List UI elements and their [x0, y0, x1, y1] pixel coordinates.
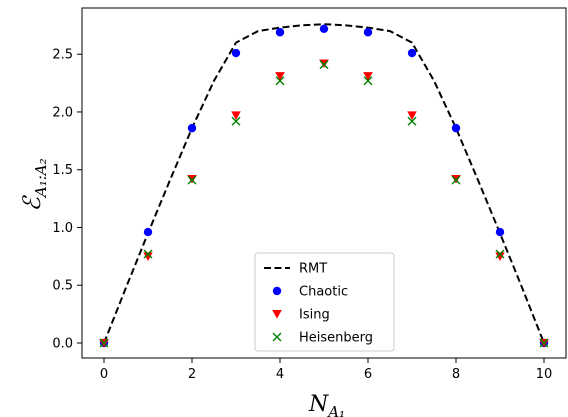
chaotic-point: [407, 48, 417, 58]
legend-label: RMT: [299, 262, 327, 277]
x-tick-label: 6: [364, 367, 372, 382]
heisenberg-point: [539, 338, 549, 348]
y-tick-label: 0.5: [52, 279, 73, 294]
y-tick-label: 2.0: [52, 105, 73, 120]
ising-point: [363, 72, 373, 81]
heisenberg-point: [143, 249, 153, 259]
plot-frame: [81, 7, 567, 359]
legend-item-chaotic: Chaotic: [272, 285, 348, 300]
x-axis-label-sub: A₁: [326, 403, 345, 417]
ising-point: [231, 111, 241, 121]
y-tick-label: 2.5: [52, 48, 73, 63]
legend-box: [254, 252, 395, 352]
chaotic-point: [187, 123, 197, 133]
y-tick-label: 1.5: [52, 163, 73, 178]
heisenberg-point: [363, 76, 373, 86]
y-axis-label: ℰA₁:A₂: [18, 158, 50, 211]
ising-point: [495, 252, 505, 261]
chaotic-point: [231, 48, 241, 58]
chaotic-point: [275, 28, 285, 37]
heisenberg-point: [231, 116, 241, 126]
x-tick-label: 10: [536, 367, 553, 382]
legend-label: Ising: [299, 308, 330, 323]
y-axis-label-sub: A₁:A₂: [32, 158, 50, 199]
axis-ticks: 0 2 4 6 8 10 0.0 0.5 1.0 1.5 2.0 2.5: [52, 48, 552, 382]
x-tick-label: 8: [452, 367, 460, 382]
chaotic-point: [495, 227, 505, 237]
legend-label: Chaotic: [299, 285, 348, 300]
x-tick-label: 2: [188, 367, 196, 382]
plot-area: [99, 23, 549, 348]
heisenberg-point: [99, 338, 109, 348]
legend-label: Heisenberg: [299, 331, 373, 346]
legend-swatch: [272, 332, 282, 342]
legend: RMT Chaotic Ising Heisenberg: [254, 252, 395, 352]
rmt-line: [103, 23, 545, 344]
legend-item-rmt: RMT: [264, 262, 327, 277]
legend-swatch: [272, 286, 282, 296]
heisenberg-point: [495, 249, 505, 259]
ising-point: [407, 111, 417, 121]
x-axis-label-main: N: [308, 392, 329, 417]
chaotic-point: [363, 28, 373, 37]
y-tick-label: 0.0: [52, 336, 73, 351]
y-axis-label-main: ℰ: [18, 195, 46, 212]
chaotic-point: [319, 24, 329, 33]
ising-point: [143, 252, 153, 261]
legend-item-heisenberg: Heisenberg: [272, 331, 373, 346]
x-tick-label: 0: [100, 367, 108, 382]
chaotic-point: [451, 123, 461, 133]
heisenberg-point: [319, 60, 329, 70]
heisenberg-point: [275, 76, 285, 86]
heisenberg-point: [187, 175, 197, 185]
x-tick-label: 4: [276, 367, 284, 382]
legend-swatch: [272, 310, 282, 319]
ising-point: [275, 72, 285, 81]
heisenberg-point: [451, 175, 461, 185]
x-axis-label: NA₁: [308, 392, 345, 417]
chaotic-point: [143, 227, 153, 237]
heisenberg-point: [407, 116, 417, 126]
legend-item-ising: Ising: [272, 308, 330, 323]
y-tick-label: 1.0: [52, 221, 73, 236]
